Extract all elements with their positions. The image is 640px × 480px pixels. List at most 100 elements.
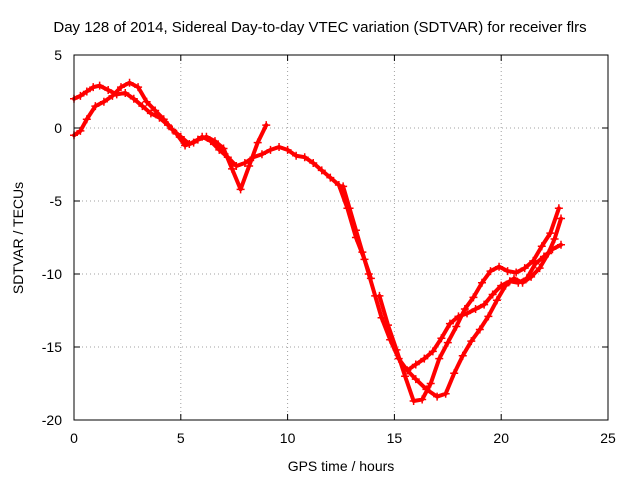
- series-line: [341, 184, 564, 399]
- data-point-marker: [392, 345, 401, 354]
- data-point-marker: [522, 274, 531, 283]
- data-point-marker: [228, 164, 237, 173]
- data-point-marker: [116, 83, 125, 92]
- data-point-marker: [257, 150, 266, 159]
- data-point-marker: [138, 102, 147, 111]
- data-point-marker: [550, 234, 559, 243]
- data-point-marker: [129, 94, 138, 103]
- data-point-marker: [535, 264, 544, 273]
- data-point-marker: [82, 115, 91, 124]
- data-point-marker: [445, 319, 454, 328]
- series-group: [339, 182, 566, 401]
- data-point-marker: [99, 97, 108, 106]
- series-line: [377, 206, 561, 404]
- data-point-marker: [309, 159, 318, 168]
- data-point-marker: [420, 354, 429, 363]
- data-point-marker: [121, 88, 130, 97]
- data-point-marker: [364, 270, 373, 278]
- data-point-marker: [477, 278, 486, 287]
- data-point-marker: [146, 109, 155, 118]
- data-point-marker: [275, 142, 284, 151]
- tick-labels: 0 5 10 15 20 25 5 0 -5 -10 -15 -20: [42, 47, 616, 446]
- data-point-marker: [159, 115, 168, 124]
- data-point-marker: [262, 121, 271, 130]
- y-tick-label: 0: [54, 120, 62, 136]
- data-point-marker: [266, 145, 275, 154]
- x-tick-label: 5: [177, 430, 185, 446]
- data-point-marker: [469, 293, 478, 302]
- data-point-marker: [232, 161, 241, 170]
- series-group: [403, 240, 566, 375]
- series-line: [72, 83, 373, 281]
- data-point-marker: [202, 132, 211, 141]
- data-point-marker: [441, 389, 450, 398]
- data-point-marker: [283, 145, 292, 154]
- data-point-marker: [401, 372, 410, 381]
- data-point-marker: [334, 180, 343, 189]
- data-point-marker: [428, 347, 437, 356]
- data-point-marker: [480, 300, 489, 309]
- data-point-marker: [193, 135, 202, 144]
- data-point-marker: [475, 325, 484, 334]
- data-point-marker: [168, 125, 177, 134]
- data-point-marker: [426, 379, 435, 388]
- data-point-marker: [435, 354, 444, 363]
- x-tick-label: 25: [600, 430, 616, 446]
- x-tick-label: 10: [280, 430, 296, 446]
- data-point-marker: [245, 161, 254, 170]
- data-point-marker: [76, 126, 85, 135]
- data-point-marker: [253, 138, 262, 147]
- data-point-marker: [458, 351, 467, 360]
- data-point-marker: [236, 185, 245, 194]
- data-point-marker: [134, 83, 143, 92]
- data-point-marker: [463, 309, 472, 318]
- data-point-marker: [91, 102, 100, 111]
- data-point-marker: [486, 267, 495, 276]
- x-tick-label: 0: [70, 430, 78, 446]
- data-point-marker: [492, 296, 501, 305]
- data-point-marker: [505, 277, 514, 286]
- data-point-marker: [460, 305, 469, 314]
- x-tick-label: 20: [493, 430, 509, 446]
- data-point-marker: [151, 106, 160, 115]
- data-point-marker: [240, 159, 249, 168]
- data-point-marker: [437, 334, 446, 343]
- data-point-marker: [95, 81, 104, 90]
- series-line: [72, 80, 269, 192]
- data-point-marker: [403, 366, 412, 375]
- data-point-marker: [125, 78, 134, 87]
- data-point-marker: [557, 240, 566, 249]
- data-point-marker: [339, 182, 348, 191]
- data-point-marker: [467, 337, 476, 346]
- data-point-marker: [503, 267, 512, 276]
- data-point-marker: [351, 226, 360, 235]
- y-tick-label: -10: [42, 266, 62, 282]
- y-tick-label: -15: [42, 339, 62, 355]
- data-point-marker: [210, 137, 219, 146]
- data-point-marker: [539, 252, 548, 261]
- data-point-marker: [531, 259, 540, 268]
- x-tick-label: 15: [387, 430, 403, 446]
- data-point-marker: [345, 204, 354, 213]
- y-tick-label: -5: [50, 193, 63, 209]
- data-point-marker: [471, 305, 480, 314]
- data-point-marker: [292, 151, 301, 160]
- data-point-marker: [142, 97, 151, 106]
- data-point-marker: [554, 204, 563, 213]
- data-point-marker: [548, 245, 557, 254]
- data-point-marker: [495, 262, 504, 271]
- data-point-marker: [433, 392, 442, 401]
- y-tick-label: -20: [42, 412, 62, 428]
- series-group: [375, 204, 563, 406]
- data-point-marker: [512, 268, 521, 277]
- data-point-marker: [300, 153, 309, 162]
- data-point-marker: [326, 173, 335, 182]
- data-point-marker: [497, 281, 506, 290]
- data-point-marker: [219, 144, 228, 153]
- y-tick-label: 5: [54, 47, 62, 63]
- data-point-marker: [488, 290, 497, 299]
- data-point-marker: [76, 91, 85, 100]
- data-point-marker: [418, 395, 427, 404]
- data-point-marker: [104, 86, 113, 95]
